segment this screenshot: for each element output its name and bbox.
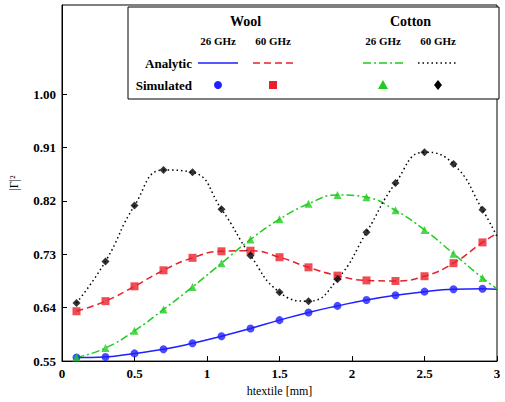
svg-text:|Γ|²: |Γ|² — [7, 175, 21, 191]
svg-text:60 GHz: 60 GHz — [255, 35, 291, 47]
svg-text:0.64: 0.64 — [33, 300, 56, 315]
svg-text:0.91: 0.91 — [33, 140, 56, 155]
svg-text:htextile [mm]: htextile [mm] — [247, 384, 313, 398]
svg-text:Simulated: Simulated — [136, 78, 193, 93]
svg-text:0: 0 — [59, 366, 66, 381]
svg-text:1.00: 1.00 — [33, 87, 56, 102]
svg-text:1: 1 — [204, 366, 211, 381]
svg-text:Cotton: Cotton — [390, 14, 431, 29]
svg-text:0.82: 0.82 — [33, 193, 56, 208]
svg-text:Analytic: Analytic — [145, 56, 192, 71]
svg-text:2.5: 2.5 — [416, 366, 433, 381]
svg-text:0.73: 0.73 — [33, 247, 56, 262]
svg-text:0.5: 0.5 — [126, 366, 143, 381]
svg-text:0.55: 0.55 — [33, 354, 56, 369]
svg-text:26 GHz: 26 GHz — [365, 35, 401, 47]
svg-text:1.5: 1.5 — [271, 366, 288, 381]
svg-text:26 GHz: 26 GHz — [200, 35, 236, 47]
svg-text:Wool: Wool — [230, 14, 261, 29]
svg-text:3: 3 — [494, 366, 501, 381]
svg-text:2: 2 — [349, 366, 356, 381]
svg-text:60 GHz: 60 GHz — [420, 35, 456, 47]
